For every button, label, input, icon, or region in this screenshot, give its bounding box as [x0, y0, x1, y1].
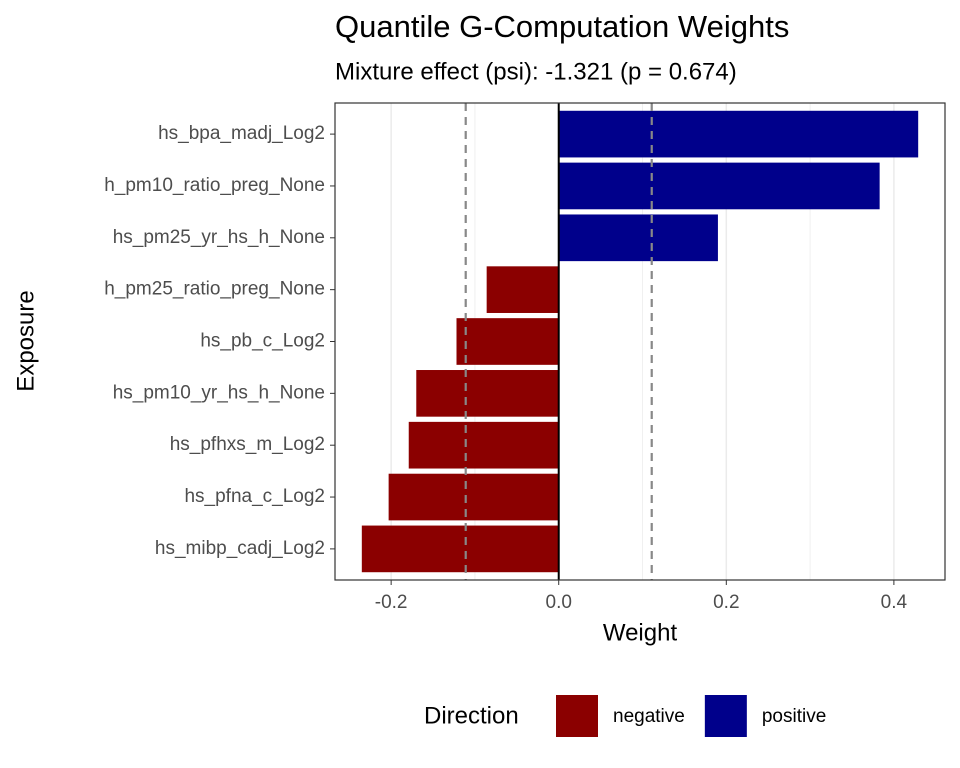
- y-tick-label: h_pm25_ratio_preg_None: [104, 279, 325, 300]
- bar: [388, 473, 559, 521]
- x-tick-label: 0.4: [881, 592, 908, 613]
- legend-title: Direction: [424, 702, 519, 729]
- bar: [361, 525, 559, 573]
- legend-key: [556, 695, 598, 737]
- bar: [416, 370, 559, 417]
- bar: [408, 421, 559, 469]
- bar: [486, 266, 559, 313]
- bar: [456, 318, 559, 365]
- chart-title: Quantile G-Computation Weights: [335, 9, 789, 44]
- chart-subtitle: Mixture effect (psi): -1.321 (p = 0.674): [335, 58, 737, 85]
- y-tick-label: hs_pm10_yr_hs_h_None: [113, 382, 325, 403]
- x-tick-label: -0.2: [375, 592, 408, 613]
- bar: [558, 110, 919, 158]
- y-tick-label: hs_pfhxs_m_Log2: [170, 434, 325, 455]
- legend-label: positive: [762, 706, 826, 727]
- y-axis-title: Exposure: [12, 290, 39, 391]
- x-tick-label: 0.0: [546, 592, 572, 613]
- y-tick-label: hs_pfna_c_Log2: [184, 486, 325, 507]
- x-axis-title: Weight: [603, 619, 678, 646]
- y-tick-label: hs_mibp_cadj_Log2: [155, 538, 325, 559]
- bar: [558, 162, 880, 210]
- y-tick-label: hs_pb_c_Log2: [200, 331, 325, 352]
- x-tick-label: 0.2: [713, 592, 739, 613]
- y-tick-label: hs_bpa_madj_Log2: [158, 123, 325, 144]
- panel-border: [334, 102, 946, 581]
- bar: [558, 214, 718, 262]
- y-tick-label: hs_pm25_yr_hs_h_None: [113, 227, 325, 248]
- y-tick-label: h_pm10_ratio_preg_None: [104, 175, 325, 196]
- legend-key: [704, 695, 747, 737]
- legend-label: negative: [613, 706, 685, 727]
